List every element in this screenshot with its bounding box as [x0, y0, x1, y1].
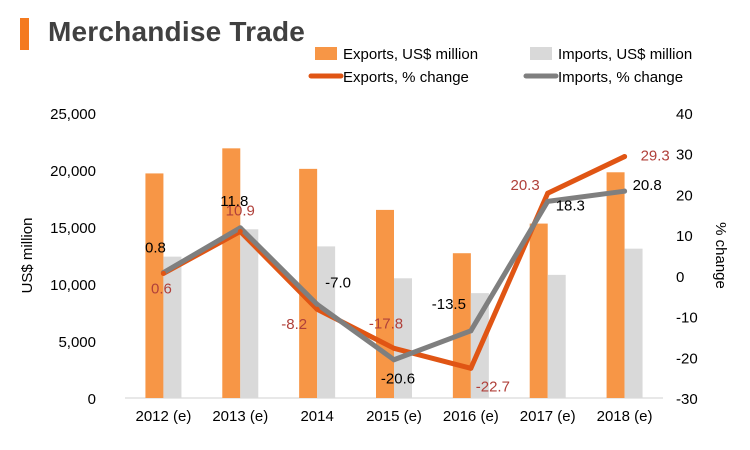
exports-change-point	[622, 154, 627, 159]
left-axis-tick-label: 10,000	[50, 277, 96, 294]
exports-change-point	[545, 191, 550, 196]
exports-change-point	[238, 229, 243, 234]
legend-swatch-bar	[530, 47, 552, 60]
x-axis-tick-label: 2012 (e)	[135, 408, 191, 425]
exports-bar	[607, 172, 625, 398]
right-axis-tick-label: -30	[676, 391, 698, 408]
imports-bar	[548, 275, 566, 398]
right-axis-tick-label: 20	[676, 187, 693, 204]
exports-change-data-label: 20.3	[511, 177, 540, 194]
legend-label: Imports, US$ million	[558, 46, 692, 63]
imports-change-data-label: 0.8	[145, 240, 166, 257]
left-axis-tick-label: 25,000	[50, 106, 96, 123]
left-axis-title: US$ million	[19, 218, 36, 294]
merchandise-trade-chart: 0 5,000 10,000 15,000 20,000 25,000 -30 -20 -10 0…	[0, 0, 750, 450]
imports-change-data-label: -7.0	[325, 274, 351, 291]
x-axis-tick-label: 2016 (e)	[443, 408, 499, 425]
imports-change-data-label: 20.8	[633, 177, 662, 194]
exports-change-point	[161, 271, 166, 276]
exports-change-data-label: -22.7	[476, 378, 510, 395]
exports-bar	[299, 169, 317, 398]
imports-bar	[625, 249, 643, 398]
exports-change-point	[468, 366, 473, 371]
legend-swatch-bar	[315, 47, 337, 60]
exports-change-data-label: 29.3	[641, 148, 670, 165]
exports-change-data-label: -17.8	[369, 315, 403, 332]
exports-change-data-label: -8.2	[281, 316, 307, 333]
right-axis-tick-label: 30	[676, 147, 693, 164]
x-axis-tick-label: 2013 (e)	[212, 408, 268, 425]
imports-change-data-label: 11.8	[220, 193, 248, 210]
x-axis-tick-label: 2015 (e)	[366, 408, 422, 425]
right-axis-title: % change	[712, 222, 729, 289]
x-axis-tick-label: 2014	[300, 408, 333, 425]
exports-bar	[453, 253, 471, 398]
x-axis-tick-label: 2017 (e)	[520, 408, 576, 425]
x-axis-tick-label: 2018 (e)	[597, 408, 653, 425]
right-axis-tick-label: -20	[676, 350, 698, 367]
exports-change-point	[392, 346, 397, 351]
imports-change-data-label: -13.5	[432, 296, 466, 313]
exports-bar	[222, 148, 240, 398]
exports-change-data-label: 0.6	[151, 280, 172, 297]
right-axis-tick-label: 10	[676, 228, 693, 245]
imports-bar	[240, 229, 258, 398]
imports-change-data-label: 18.3	[556, 197, 585, 214]
exports-change-point	[315, 307, 320, 312]
legend-label: Imports, % change	[558, 69, 683, 86]
imports-change-point	[622, 189, 627, 194]
legend-label: Exports, US$ million	[343, 46, 478, 63]
left-axis-tick-label: 20,000	[50, 163, 96, 180]
legend-label: Exports, % change	[343, 69, 469, 86]
imports-change-point	[545, 199, 550, 204]
imports-bar	[317, 246, 335, 398]
imports-change-point	[315, 302, 320, 307]
imports-change-point	[468, 328, 473, 333]
left-axis-tick-label: 15,000	[50, 220, 96, 237]
imports-change-data-label: -20.6	[381, 371, 415, 388]
imports-bar	[163, 257, 181, 398]
right-axis-tick-label: 0	[676, 269, 684, 286]
imports-change-point	[392, 357, 397, 362]
left-axis-tick-label: 0	[88, 391, 96, 408]
exports-bar	[530, 224, 548, 398]
right-axis-tick-label: -10	[676, 310, 698, 327]
right-axis-tick-label: 40	[676, 106, 693, 123]
left-axis-tick-label: 5,000	[58, 334, 96, 351]
